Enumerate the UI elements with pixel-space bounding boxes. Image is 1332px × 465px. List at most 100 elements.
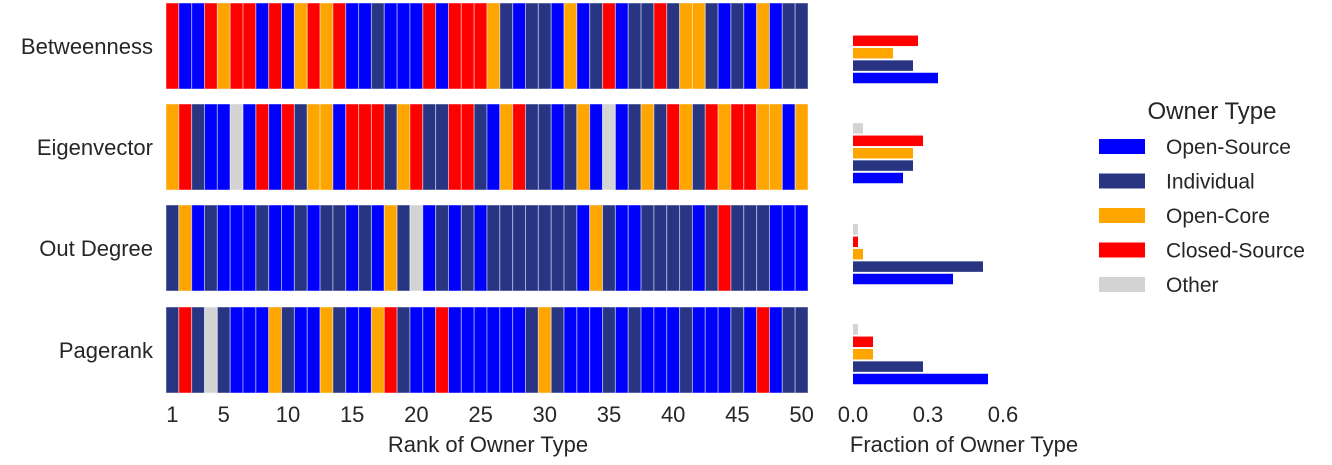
rank-cell (358, 204, 372, 292)
rank-cell (640, 306, 655, 394)
rank-cell (319, 2, 334, 90)
rank-cell (345, 306, 360, 394)
rank-cell (614, 103, 629, 191)
rank-cell (345, 103, 360, 191)
rank-tick-label: 10 (276, 402, 300, 427)
rank-row-pagerank (165, 306, 809, 394)
rank-cell (576, 204, 591, 292)
fraction-bar-individual (853, 160, 913, 171)
rank-cell (204, 204, 218, 292)
rank-cell (614, 306, 629, 394)
rank-cell (255, 103, 270, 191)
rank-cell (204, 306, 218, 394)
rank-cell (293, 204, 308, 292)
rank-cell (242, 2, 257, 90)
fraction-x-axis-label: Fraction of Owner Type (850, 432, 1078, 457)
rank-cell (422, 306, 437, 394)
rank-cell (268, 103, 283, 191)
rank-cell (281, 204, 295, 292)
rank-cell (743, 204, 758, 292)
rank-cell (537, 2, 552, 90)
rank-cell (614, 204, 629, 292)
rank-cell (383, 103, 398, 191)
rank-cell (473, 306, 488, 394)
row-label: Betweenness (21, 34, 153, 59)
rank-cell (627, 306, 642, 394)
rank-cell (537, 306, 552, 394)
fraction-bar-closed-source (853, 336, 873, 348)
fraction-bar-open-source (853, 172, 903, 184)
rank-cell (730, 306, 745, 394)
rank-cell (525, 2, 539, 90)
rank-cell (422, 204, 437, 292)
rank-cell (165, 103, 180, 191)
rank-cell (614, 2, 629, 90)
rank-cell (666, 204, 681, 292)
rank-cell (229, 204, 244, 292)
rank-cell (691, 204, 706, 292)
rank-cell (242, 306, 257, 394)
fraction-bar-open-source (853, 72, 938, 84)
rank-cell (499, 204, 514, 292)
rank-cell (499, 306, 514, 394)
legend-swatch (1099, 173, 1145, 189)
rank-cell (550, 2, 565, 90)
row-label: Pagerank (59, 338, 154, 363)
rank-cell (332, 103, 347, 191)
fraction-bar-closed-source (853, 135, 923, 147)
rank-tick-label: 40 (661, 402, 685, 427)
rank-cell (781, 103, 796, 191)
rank-cell (370, 103, 385, 191)
fraction-x-ticks: 0.0 0.3 0.6 (838, 402, 1019, 427)
rank-cell (794, 204, 809, 292)
rank-cell (293, 306, 308, 394)
rank-tick-label: 5 (218, 402, 230, 427)
rank-cell (768, 306, 783, 394)
rank-cell (165, 2, 180, 90)
rank-cell (679, 204, 693, 292)
rank-cell (242, 204, 257, 292)
fraction-bar-closed-source (853, 35, 918, 47)
rank-cell (435, 204, 449, 292)
rank-cell (781, 204, 796, 292)
rank-cell (589, 103, 604, 191)
rank-cell (383, 2, 398, 90)
legend-item-open-source: Open-Source (1099, 136, 1291, 159)
rank-cell (627, 103, 642, 191)
rank-cell (486, 2, 501, 90)
rank-cell (332, 2, 347, 90)
rank-cell (717, 103, 732, 191)
rank-cell (525, 103, 539, 191)
rank-x-ticks: 1 5 10 15 20 25 30 35 40 45 50 (166, 402, 814, 427)
fraction-bar-other (853, 324, 858, 335)
legend-label: Other (1166, 274, 1219, 297)
rank-cell (512, 2, 527, 90)
rank-cell (281, 2, 295, 90)
rank-row-betweenness (165, 2, 809, 90)
rank-cell (191, 204, 206, 292)
rank-cell (640, 103, 655, 191)
rank-x-axis-label: Rank of Owner Type (388, 432, 588, 457)
rank-cell (794, 103, 809, 191)
fraction-bar-individual (853, 60, 913, 71)
rank-cell (653, 306, 668, 394)
rank-cell (370, 204, 385, 292)
rank-cell (537, 103, 552, 191)
rank-cell (306, 306, 321, 394)
fraction-tick-label: 0.0 (838, 402, 869, 427)
rank-cell (717, 306, 732, 394)
legend-title: Owner Type (1148, 98, 1277, 125)
rank-cell (691, 2, 706, 90)
legend-item-open-core: Open-Core (1099, 205, 1270, 228)
rank-cell (525, 306, 539, 394)
rank-cell (666, 2, 681, 90)
rank-cell (306, 103, 321, 191)
rank-tick-label: 30 (533, 402, 557, 427)
rank-cell (319, 306, 334, 394)
rank-cell (666, 306, 681, 394)
rank-cell (370, 306, 385, 394)
rank-cell (422, 103, 437, 191)
rank-tick-label: 15 (340, 402, 364, 427)
rank-cell (563, 204, 578, 292)
